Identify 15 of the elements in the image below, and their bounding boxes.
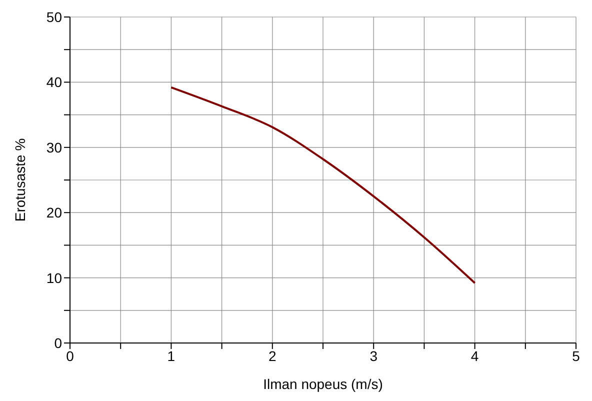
y-tick-label: 40: [46, 74, 62, 90]
y-axis-title: Erotusaste %: [12, 138, 28, 222]
y-tick-label: 10: [46, 270, 62, 286]
x-tick-label: 2: [268, 348, 276, 364]
y-tick-label: 20: [46, 204, 62, 221]
x-tick-label: 0: [66, 348, 74, 364]
x-tick-label: 4: [470, 348, 479, 364]
x-tick-label: 5: [572, 348, 580, 364]
y-tick-label: 50: [46, 8, 62, 25]
x-tick-label: 1: [167, 348, 176, 364]
line-series: [170, 86, 476, 284]
y-tick-label: 0: [54, 334, 62, 351]
y-tick-label: 30: [46, 139, 62, 156]
x-axis-title: Ilman nopeus (m/s): [263, 376, 383, 392]
x-tick-label: 3: [370, 348, 378, 364]
